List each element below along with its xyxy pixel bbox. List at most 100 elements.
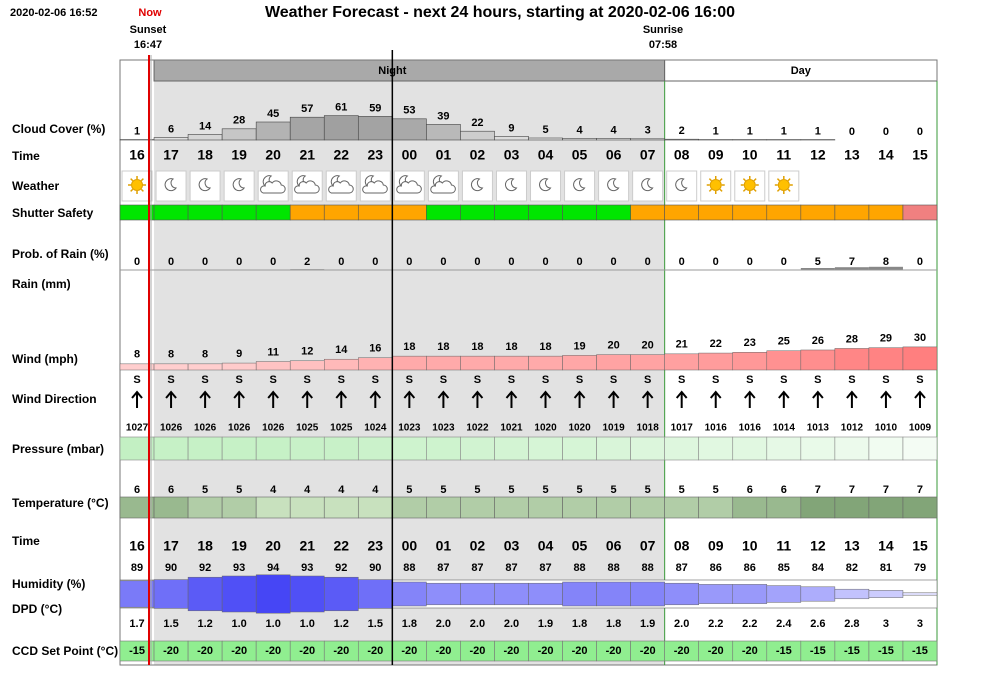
wind-value: 18 — [471, 341, 483, 353]
cloud-value: 28 — [233, 115, 245, 127]
row-label: Pressure (mbar) — [12, 442, 104, 456]
rain-prob-value: 8 — [883, 256, 889, 268]
cloud-bar — [630, 138, 665, 141]
rain-prob-value: 5 — [815, 256, 821, 268]
hour: 02 — [470, 538, 486, 554]
temp-cell — [289, 496, 325, 519]
rain-prob-value: 0 — [542, 256, 548, 268]
pressure-value: 1010 — [875, 423, 898, 434]
dpd-value: 1.8 — [402, 618, 417, 630]
humidity-bar — [358, 579, 393, 609]
temp-cell — [187, 496, 223, 519]
cloud-icon — [294, 180, 320, 194]
cloud-bar — [664, 138, 700, 141]
humidity-value: 88 — [642, 562, 654, 574]
wind-value: 18 — [539, 341, 551, 353]
hour: 15 — [912, 147, 928, 163]
cloud-bar — [153, 137, 189, 141]
ccd-value: -15 — [878, 645, 894, 657]
cloud-icon — [328, 180, 354, 194]
humidity-value: 92 — [335, 562, 347, 574]
dpd-value: 1.2 — [334, 618, 349, 630]
humidity-bar — [426, 582, 461, 606]
pressure-value: 1026 — [262, 423, 285, 434]
temp-cell — [494, 496, 529, 519]
wind-arrow — [778, 390, 790, 408]
wind-bar — [664, 353, 699, 371]
sunrise-label: Sunrise — [643, 24, 683, 36]
row-label: Weather — [12, 179, 59, 193]
ccd-value: -20 — [265, 645, 281, 657]
wind-arrow — [539, 390, 552, 408]
sun-ray — [787, 178, 791, 182]
temp-cell — [153, 496, 189, 519]
humidity-bar — [153, 579, 189, 609]
temp-cell — [902, 496, 938, 519]
title: Weather Forecast - next 24 hours, starti… — [265, 4, 735, 21]
wind-dir: S — [167, 374, 174, 386]
pressure-value: 1022 — [466, 423, 489, 434]
cloud-value: 1 — [747, 126, 753, 138]
dpd-value: 1.8 — [606, 618, 621, 630]
pressure-cell — [528, 436, 563, 461]
cloud-icon — [362, 180, 388, 194]
hour: 06 — [606, 538, 622, 554]
wind-bar — [800, 349, 836, 371]
wind-bar — [732, 352, 768, 371]
shutter-cell — [732, 204, 768, 221]
cloud-value: 4 — [577, 124, 584, 136]
rain-prob-value: 0 — [236, 256, 242, 268]
temp-value: 7 — [849, 484, 855, 496]
cloud-value: 39 — [437, 110, 449, 122]
dpd-value: 1.0 — [231, 618, 246, 630]
day-label: Day — [791, 65, 812, 77]
row-label: Prob. of Rain (%) — [12, 247, 109, 261]
ccd-value: -20 — [742, 645, 758, 657]
sun-ray — [776, 188, 781, 192]
cloud-value: 14 — [199, 120, 212, 132]
wind-value: 28 — [846, 333, 858, 345]
humidity-bar — [698, 584, 733, 604]
moon-icon — [198, 178, 212, 192]
wind-arrow — [335, 390, 348, 408]
sun-icon — [709, 179, 722, 191]
cloud-value: 22 — [471, 117, 483, 129]
rain-prob-value: 0 — [645, 256, 651, 268]
hour: 00 — [402, 538, 418, 554]
wind-value: 16 — [369, 343, 381, 355]
shutter-cell — [528, 204, 563, 221]
temp-value: 4 — [338, 484, 345, 496]
dpd-value: 2.2 — [742, 618, 757, 630]
temp-cell — [664, 496, 700, 519]
pressure-cell — [834, 436, 870, 461]
temp-value: 7 — [917, 484, 923, 496]
dpd-value: 3 — [883, 618, 889, 630]
wind-bar — [698, 352, 733, 371]
temp-value: 7 — [883, 484, 889, 496]
wind-value: 23 — [744, 337, 756, 349]
pressure-value: 1023 — [432, 423, 455, 434]
pressure-value: 1026 — [160, 423, 183, 434]
wind-arrow — [505, 390, 518, 408]
shutter-cell — [664, 204, 700, 221]
humidity-bar — [562, 581, 597, 607]
cloud-value: 1 — [134, 126, 140, 138]
shutter-cell — [392, 204, 427, 221]
wind-bar — [528, 355, 563, 371]
rain-prob-value: 0 — [406, 256, 412, 268]
cloud-icon — [396, 180, 422, 194]
temp-cell — [562, 496, 597, 519]
humidity-value: 90 — [369, 562, 381, 574]
wind-value: 26 — [812, 335, 824, 347]
humidity-bar — [255, 574, 291, 614]
shutter-cell — [630, 204, 665, 221]
sun-ray — [753, 188, 757, 192]
sun-ray — [708, 188, 713, 192]
rain-prob-value: 0 — [168, 256, 174, 268]
wind-bar — [460, 355, 495, 371]
ccd-value: -20 — [197, 645, 213, 657]
pressure-value: 1012 — [841, 423, 864, 434]
temp-cell — [596, 496, 631, 519]
